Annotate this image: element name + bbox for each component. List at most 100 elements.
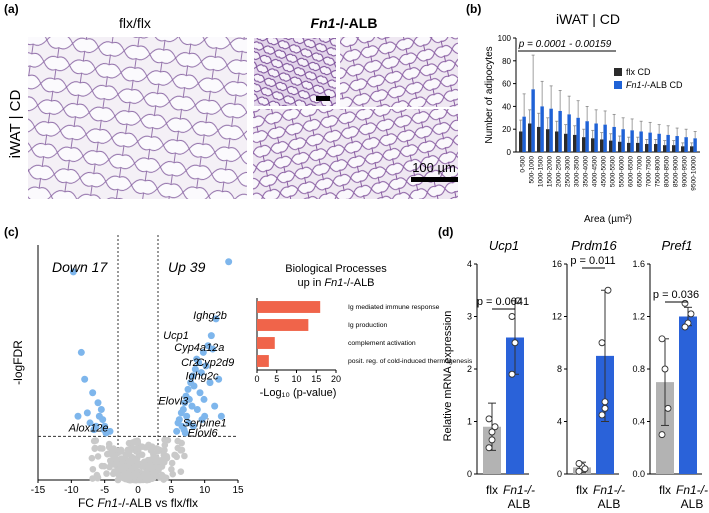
down-point (90, 426, 98, 434)
bar (546, 129, 550, 152)
ns-point (145, 441, 152, 449)
ns-point (174, 437, 182, 445)
ns-point (114, 476, 122, 484)
up-point (199, 348, 207, 356)
qpcr-chart-1: Prdm16 0 4 8 12 16 p = 0.011 flx Fn1-/-ALB (552, 238, 625, 511)
p-value: p = 0.036 (653, 289, 699, 301)
up-point (184, 385, 192, 393)
ns-point (161, 441, 169, 449)
ns-point (98, 462, 106, 470)
data-point (485, 415, 493, 423)
y-tick-label: 100 (498, 34, 512, 43)
data-point (601, 404, 609, 412)
ns-point (94, 453, 102, 460)
panel-label-b: (b) (466, 2, 481, 16)
up-point (193, 355, 201, 363)
ns-point (161, 446, 168, 454)
volcano-plot: -15 -10 -5 0 5 10 15 -logFDR FC Fn1-/-ALB vs flx… (11, 235, 244, 510)
down-point (77, 348, 85, 356)
data-point (511, 339, 519, 347)
adipocyte-histogram: iWAT | CD p = 0.0001 - 0.00159 0 20 40 60 80 10… (484, 11, 700, 225)
bar (528, 123, 532, 152)
data-point (604, 286, 612, 294)
bar (531, 89, 535, 152)
x-tick-label: 5000-5500 (609, 156, 616, 187)
y-tick-label: 1.6 (632, 259, 645, 269)
down-count-label: Down 17 (52, 259, 108, 275)
ns-point (91, 444, 99, 452)
cat-label-ko-2: ALB (598, 497, 621, 511)
scalebar-label: 100 µm (412, 160, 456, 175)
scalebar (411, 177, 458, 182)
bar (519, 131, 523, 152)
up-point (197, 369, 205, 377)
bio-bar-label: Ig mediated immune response (348, 304, 440, 311)
up-point (215, 375, 223, 383)
y-tick-label: 12 (552, 312, 562, 322)
data-point (598, 339, 606, 347)
bar (573, 134, 577, 152)
histogram-pvalue: p = 0.0001 - 0.00159 (518, 39, 612, 50)
qpcr-chart-0: Ucp1 0 1 2 3 4 p = 0.0041 flx Fn1-/-ALB (467, 238, 535, 511)
ns-point (112, 453, 119, 461)
data-point (687, 310, 695, 318)
ns-point (134, 459, 142, 467)
ns-point (94, 474, 102, 481)
bar (555, 131, 559, 152)
ns-point (177, 447, 185, 454)
gene-label: Cr2 (181, 357, 199, 369)
bar (609, 140, 613, 152)
up-point (188, 402, 196, 410)
bio-title-2: up in Fn1-/-ALB (297, 277, 374, 289)
bar (666, 134, 670, 152)
y-axis-label: Number of adipocytes (484, 46, 495, 143)
ns-point (129, 439, 136, 446)
cat-label-flx: flx (659, 483, 671, 497)
data-point (661, 365, 669, 373)
up-point (189, 422, 197, 430)
y-tick-label: 20 (502, 125, 511, 134)
down-point (74, 412, 82, 420)
qpcr-y-axis-label: Relative mRNA expression (442, 311, 454, 442)
up-point (173, 427, 181, 435)
gene-label: Elovl6 (188, 427, 219, 439)
bar (576, 117, 580, 152)
histology-panel: flx/flx Fn1-/-ALB iWAT | CD 100 µm (7, 15, 458, 199)
bio-process-chart: Biological Processes up in Fn1-/-ALB 0 5 10 1… (254, 263, 472, 399)
bio-bar (257, 319, 309, 331)
bio-bar (257, 337, 275, 349)
x-tick-label: 9000-9500 (681, 156, 688, 187)
cat-label-flx: flx (576, 483, 588, 497)
x-tick-label: 2000-2500 (555, 156, 562, 187)
p-value: p = 0.011 (570, 255, 615, 267)
bio-bar (257, 355, 269, 367)
up-point (196, 389, 204, 397)
ns-point (145, 476, 153, 484)
up-point (189, 372, 197, 380)
data-point (658, 335, 666, 343)
y-tick-label: 1.2 (632, 312, 645, 322)
data-point (508, 313, 516, 320)
bar (639, 131, 643, 152)
bar (621, 129, 625, 152)
x-tick-label: 0 (254, 374, 259, 384)
histogram-title: iWAT | CD (556, 11, 620, 27)
legend-label-ko: Fn1-/-ALB CD (626, 80, 683, 90)
bar (600, 139, 604, 152)
y-tick-label: 0.4 (632, 417, 645, 427)
cat-label-ko: Fn1-/- (593, 483, 625, 497)
bar (693, 138, 697, 152)
down-point (69, 268, 77, 276)
legend-label-flx: flx CD (626, 67, 651, 77)
y-tick-label: 8 (557, 364, 562, 374)
y-tick-label: 3 (467, 312, 472, 322)
bar (549, 108, 553, 152)
data-point (581, 465, 589, 473)
data-point (514, 297, 522, 305)
up-point (207, 332, 215, 340)
x-tick-label: -10 (64, 485, 79, 496)
x-tick-label: 0 (135, 485, 141, 496)
ns-point (122, 463, 129, 471)
bar (672, 145, 676, 152)
y-tick-label: 40 (502, 102, 511, 111)
